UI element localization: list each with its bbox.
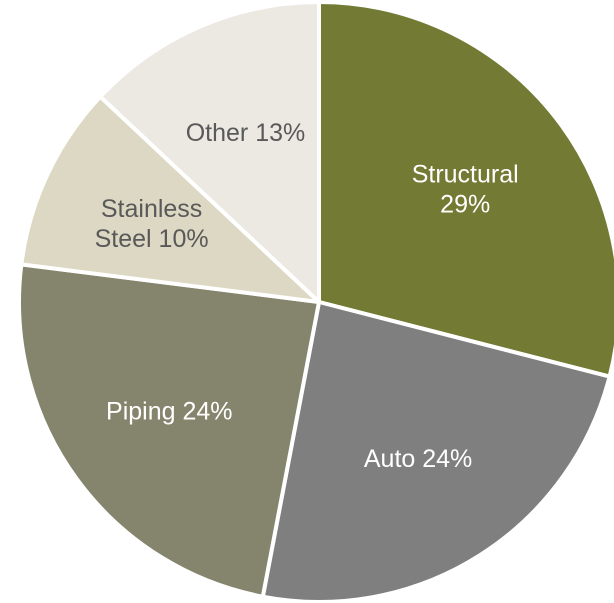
pie-labels: Structural 29% Auto 24% Piping 24% Stainless…: [95, 119, 519, 473]
pie-label-line: Structural: [412, 161, 519, 189]
pie-slice-structural: [317, 0, 614, 379]
pie-label-line: Other 13%: [186, 119, 306, 147]
pie-slice-piping: [17, 262, 321, 599]
pie-label-line: Piping 24%: [106, 398, 232, 426]
pie-slice-stainless-steel: [19, 94, 321, 304]
pie-label-other: Other 13%: [186, 119, 306, 147]
pie-label-line: Steel 10%: [95, 225, 209, 253]
pie-slices: [17, 0, 614, 603]
pie-label-structural: Structural 29%: [412, 161, 519, 219]
pie-label-line: 29%: [440, 191, 490, 219]
pie-label-stainless-steel: Stainless Steel 10%: [95, 195, 209, 253]
pie-label-auto: Auto 24%: [364, 445, 472, 473]
pie-slice-other: [98, 0, 321, 304]
pie-slice-auto: [260, 300, 612, 603]
pie-label-line: Stainless: [101, 195, 202, 223]
pie-label-line: Auto 24%: [364, 445, 472, 473]
pie-label-piping: Piping 24%: [106, 398, 232, 426]
